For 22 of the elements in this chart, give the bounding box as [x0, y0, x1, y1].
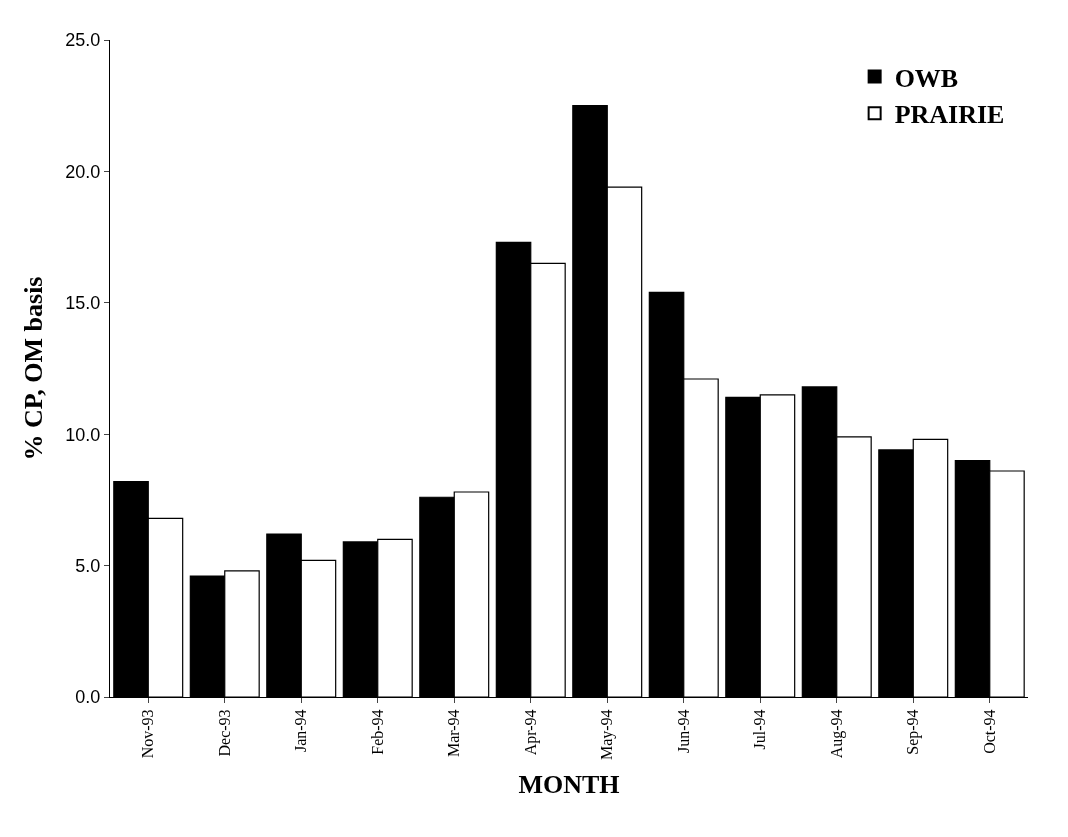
y-tick-label: 0.0 — [75, 687, 101, 708]
y-tick-label: 10.0 — [65, 424, 101, 445]
x-tick-label: Dec-93 — [215, 709, 233, 757]
x-tick-label: Mar-94 — [445, 709, 463, 758]
x-tick-label: Oct-94 — [980, 709, 998, 754]
y-tick-label: 5.0 — [75, 555, 101, 576]
x-tick-label: Apr-94 — [521, 709, 540, 756]
legend-label: PRAIRIE — [894, 100, 1005, 130]
x-tick-label: Aug-94 — [827, 709, 846, 759]
x-tick-label: May-94 — [598, 709, 617, 761]
legend-label: OWB — [894, 63, 959, 93]
x-tick-label: Jul-94 — [751, 709, 769, 750]
x-tick-label: Nov-93 — [139, 709, 157, 759]
y-axis-title: % CP, OM basis — [18, 276, 48, 461]
y-tick-label: 15.0 — [65, 293, 101, 314]
x-tick-label: Jan-94 — [292, 709, 310, 753]
x-axis-title: MONTH — [518, 769, 620, 799]
x-tick-label: Jun-94 — [674, 709, 692, 753]
x-tick-label: Feb-94 — [368, 709, 386, 755]
y-tick-label: 25.0 — [65, 30, 101, 51]
x-tick-label: Sep-94 — [904, 709, 923, 755]
y-tick-label: 20.0 — [65, 161, 101, 182]
